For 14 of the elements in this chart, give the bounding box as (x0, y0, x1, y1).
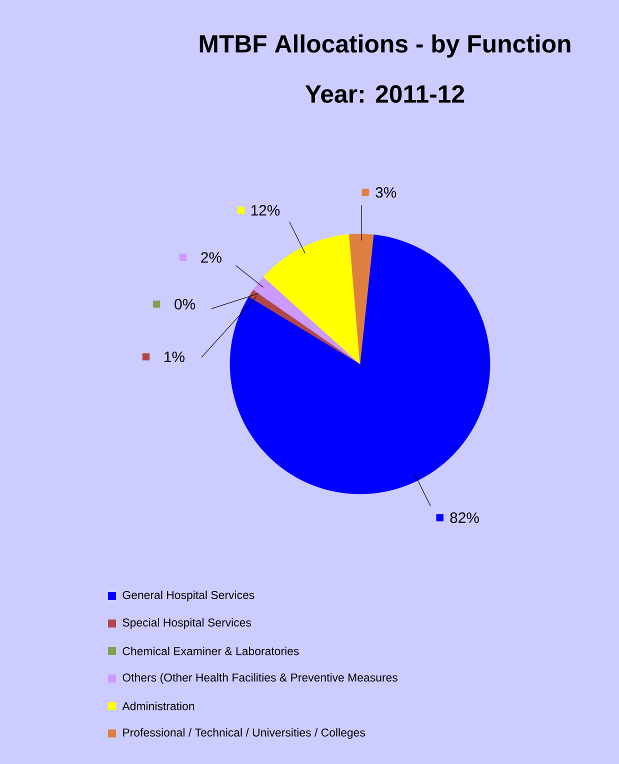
text: 0% (174, 298, 196, 310)
legend-label: Professional / Technical / Universities / Colleges (123, 728, 365, 739)
data-label: 1% (164, 352, 184, 362)
data-label: 12% (251, 205, 280, 216)
data-label: 3% (376, 187, 396, 198)
legend-label: General Hospital Services (122, 590, 254, 602)
legend-label: Chemical Examiner & Laboratories (122, 646, 299, 656)
legend-label: Special Hospital Services (122, 618, 252, 629)
chart-subtitle: Year: 2011-12 (305, 85, 464, 103)
legend-label: Others (Other Health Facilities & Preventive Measures (122, 673, 398, 684)
chart-title: MTBF Allocations - by Function (200, 34, 570, 58)
legend-label: Administration (122, 702, 194, 710)
data-label: 2% (201, 252, 222, 263)
data-label: 82% (450, 512, 479, 523)
